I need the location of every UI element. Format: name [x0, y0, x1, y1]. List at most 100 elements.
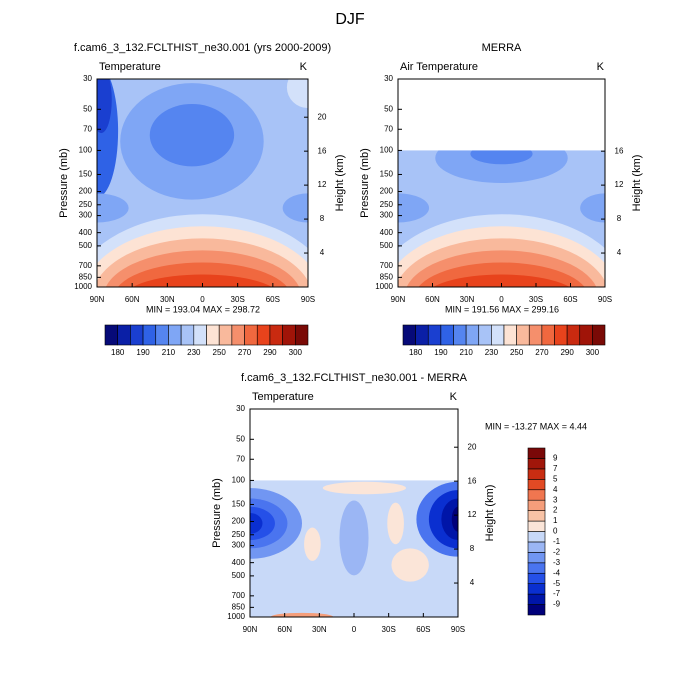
- colorbar-box: [282, 324, 296, 346]
- colorbar-label: 5: [553, 474, 558, 483]
- y-tick-label: 250: [232, 530, 246, 539]
- x-tick-label: 60N: [125, 295, 140, 304]
- colorbar-box: [527, 458, 546, 470]
- colorbar-box: [579, 324, 593, 346]
- colorbar-box: [527, 552, 546, 564]
- colorbar-box: [155, 324, 169, 346]
- missing-region: [250, 409, 458, 481]
- colorbar-box: [231, 324, 245, 346]
- y2-tick-label: 12: [318, 180, 327, 189]
- colorbar-box: [527, 510, 546, 522]
- y-tick-label: 1000: [227, 612, 245, 621]
- y-tick-label: 150: [79, 170, 93, 179]
- colorbar-box: [168, 324, 182, 346]
- colorbar-label: 230: [187, 348, 201, 357]
- y2-tick-label: 4: [617, 248, 622, 257]
- y2-tick-label: 12: [615, 180, 624, 189]
- contour-fill: [149, 103, 235, 167]
- y2-tick-label: 8: [320, 214, 325, 223]
- y-tick-label: 70: [236, 454, 245, 463]
- colorbar-box: [117, 324, 131, 346]
- x-tick-label: 60S: [416, 625, 430, 634]
- colorbar-box: [527, 499, 546, 511]
- y-axis-label: Pressure (mb): [359, 148, 371, 218]
- colorbar-box: [527, 572, 546, 584]
- colorbar-label: 290: [560, 348, 574, 357]
- x-tick-label: 30S: [529, 295, 543, 304]
- y-axis-label: Pressure (mb): [211, 478, 223, 548]
- y-tick-label: 300: [380, 211, 394, 220]
- y-tick-label: 400: [232, 558, 246, 567]
- y-tick-label: 300: [232, 541, 246, 550]
- x-tick-label: 0: [352, 625, 357, 634]
- colorbar-box: [527, 531, 546, 543]
- colorbar-label: -3: [553, 558, 561, 567]
- panel-subtitle: Temperature: [99, 61, 161, 73]
- x-tick-label: 60S: [266, 295, 280, 304]
- contour-field: [97, 79, 308, 287]
- colorbar-box: [440, 324, 454, 346]
- y2-tick-label: 20: [318, 112, 327, 121]
- x-tick-label: 0: [499, 295, 504, 304]
- colorbar-label: 3: [553, 495, 558, 504]
- colorbar-box: [527, 468, 546, 480]
- y2-tick-label: 16: [615, 146, 624, 155]
- colorbar-label: -9: [553, 600, 561, 609]
- x-tick-label: 90N: [391, 295, 406, 304]
- colorbar-box: [528, 324, 543, 346]
- y-tick-label: 500: [380, 241, 394, 250]
- x-tick-label: 30S: [382, 625, 396, 634]
- x-tick-label: 90S: [598, 295, 612, 304]
- colorbar-label: -1: [553, 537, 561, 546]
- panel-subtitle: Air Temperature: [400, 61, 478, 73]
- colorbar-label: -4: [553, 568, 561, 577]
- y-tick-label: 700: [380, 261, 394, 270]
- colorbar-label: 1: [553, 516, 558, 525]
- colorbar-label: 7: [553, 464, 558, 473]
- colorbar-box: [180, 324, 195, 346]
- y2-tick-label: 4: [320, 248, 325, 257]
- min-max-stats: MIN = 193.04 MAX = 298.72: [146, 304, 260, 314]
- colorbar-box: [193, 324, 207, 346]
- contour-fill: [339, 500, 369, 576]
- y2-tick-label: 4: [470, 578, 475, 587]
- contour-fill: [250, 513, 263, 534]
- contour-fill: [97, 193, 129, 223]
- colorbar-label: 180: [409, 348, 423, 357]
- colorbar-box: [491, 324, 505, 346]
- contour-fill: [451, 506, 458, 532]
- y-tick-label: 200: [232, 517, 246, 526]
- colorbar-box: [592, 324, 606, 346]
- colorbar-box: [527, 447, 546, 459]
- y-tick-label: 100: [232, 476, 246, 485]
- y2-tick-label: 12: [468, 510, 477, 519]
- y2-tick-label: 8: [617, 214, 622, 223]
- colorbar-label: 290: [263, 348, 277, 357]
- y-tick-label: 70: [83, 124, 92, 133]
- colorbar-label: -7: [553, 589, 561, 598]
- colorbar-label: 210: [162, 348, 176, 357]
- colorbar-box: [554, 324, 568, 346]
- y-tick-label: 850: [232, 602, 246, 611]
- panel-title: f.cam6_3_132.FCLTHIST_ne30.001 (yrs 2000…: [74, 42, 331, 54]
- y2-tick-label: 20: [468, 442, 477, 451]
- y-tick-label: 200: [380, 187, 394, 196]
- min-max-stats: MIN = -13.27 MAX = 4.44: [485, 421, 587, 431]
- colorbar-box: [503, 324, 517, 346]
- colorbar-box: [465, 324, 480, 346]
- colorbar-label: 190: [434, 348, 448, 357]
- colorbar-box: [130, 324, 144, 346]
- y2-tick-label: 16: [468, 476, 477, 485]
- colorbar-box: [527, 520, 546, 532]
- contour-fill: [387, 502, 404, 545]
- x-tick-label: 60N: [425, 295, 440, 304]
- y-axis-label: Pressure (mb): [58, 148, 70, 218]
- panel-units: K: [450, 391, 458, 403]
- colorbar-box: [415, 324, 429, 346]
- y-tick-label: 250: [380, 200, 394, 209]
- colorbar-label: 180: [111, 348, 125, 357]
- x-tick-label: 30S: [231, 295, 245, 304]
- y-tick-label: 1000: [74, 282, 92, 291]
- colorbar-box: [541, 324, 555, 346]
